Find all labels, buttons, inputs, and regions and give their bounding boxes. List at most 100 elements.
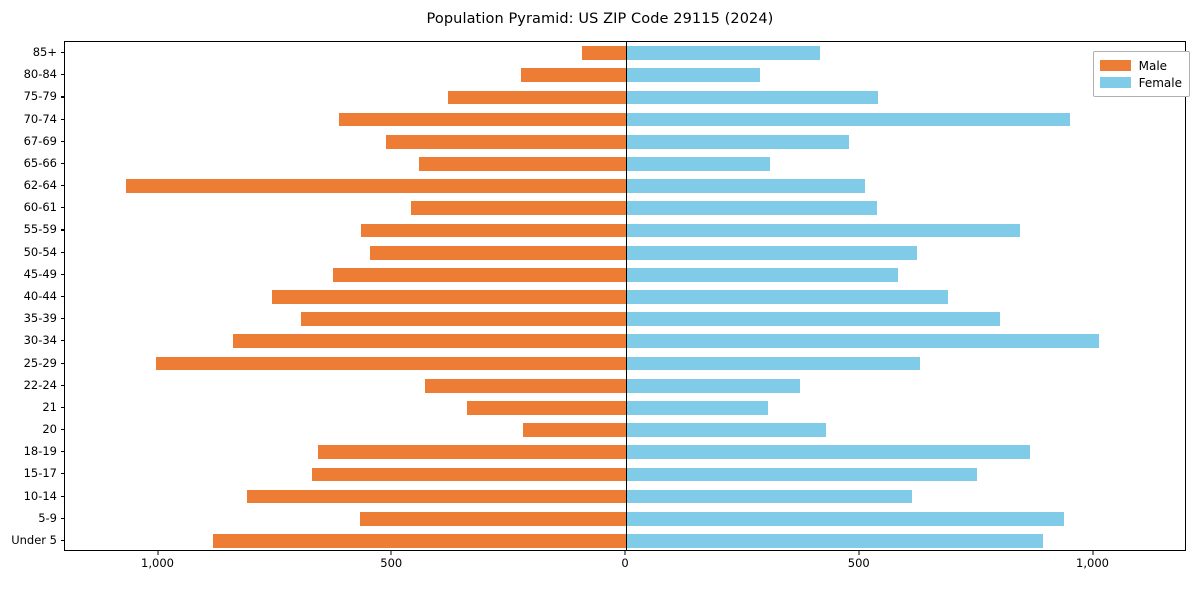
x-axis-tick-mark [858,551,860,555]
bar-female [626,134,849,149]
legend-entry[interactable]: Female [1099,74,1182,91]
legend-label: Female [1138,75,1182,90]
y-axis-tick-mark [60,229,64,231]
y-axis-tick-mark [60,118,64,120]
y-axis-tick-label: 18-19 [23,444,57,459]
bar-male [448,90,626,105]
x-axis-tick-labels: 1,000 500 0 500 1,000 [64,556,1186,576]
y-axis-tick-label: Under 5 [11,532,57,547]
bar-female [626,112,1070,127]
bar-female [626,534,1043,548]
age-group-row [65,179,1185,193]
y-axis-tick-label: 67-69 [23,133,57,148]
age-group-row [65,334,1185,349]
x-axis-tick-label: 500 [847,556,870,570]
y-axis-tick-mark [60,517,64,519]
y-axis-tick-mark [60,340,64,342]
y-axis-tick-label: 22-24 [23,377,57,392]
bar-female [626,511,1065,526]
y-axis-tick-label: 30-34 [23,333,57,348]
bar-male [411,201,626,216]
x-axis-tick-mark [157,551,159,555]
x-axis-tick-mark [390,551,392,555]
y-axis-tick-marks [60,41,65,551]
y-axis-tick-label: 10-14 [23,488,57,503]
age-group-row [65,46,1185,60]
bar-female [626,400,769,415]
y-axis-tick-mark [60,185,64,187]
bar-male [232,334,626,349]
x-axis-tick-mark [624,551,626,555]
age-group-row [65,445,1185,460]
age-group-row [65,511,1185,526]
age-group-row [65,290,1185,304]
x-axis-tick-label: 500 [380,556,403,570]
bar-male [370,245,626,260]
y-axis-tick-mark [60,362,64,364]
age-group-row [65,90,1185,105]
age-group-row [65,312,1185,327]
y-axis-tick-mark [60,451,64,453]
y-axis-tick-label: 50-54 [23,244,57,259]
y-axis-tick-label: 85+ [32,45,57,60]
y-axis-tick-label: 70-74 [23,111,57,126]
legend-label: Male [1138,58,1168,73]
y-axis-tick-label: 15-17 [23,466,57,481]
age-group-row [65,267,1185,282]
bar-female [626,157,770,171]
age-group-row [65,423,1185,437]
age-group-row [65,134,1185,149]
chart-legend[interactable]: Male Female [1092,51,1190,97]
bar-female [626,356,921,371]
y-axis-tick-label: 45-49 [23,266,57,281]
legend-entry[interactable]: Male [1099,57,1182,74]
bar-female [626,467,977,482]
age-group-row [65,223,1185,238]
bar-female [626,179,866,193]
y-axis-tick-label: 5-9 [38,510,57,525]
y-axis-tick-mark [60,473,64,475]
bar-female [626,334,1100,349]
y-axis-tick-label: 80-84 [23,67,57,82]
y-axis-tick-label: 21 [42,399,57,414]
bar-male [212,534,626,548]
bar-male [418,157,626,171]
bar-male [385,134,626,149]
y-axis-tick-label: 75-79 [23,89,57,104]
y-axis-tick-mark [60,296,64,298]
y-axis-tick-labels: 85+ 80-84 75-79 70-74 67-69 65-66 62-64 60-61 55… [0,41,57,551]
y-axis-tick-mark [60,207,64,209]
age-group-row [65,201,1185,216]
plot-area [64,41,1186,551]
bar-female [626,312,1001,327]
age-group-row [65,489,1185,504]
bar-female [626,489,913,504]
bar-male [155,356,626,371]
bar-female [626,223,1021,238]
y-axis-tick-mark [60,318,64,320]
age-group-row [65,68,1185,83]
y-axis-tick-mark [60,429,64,431]
age-group-row [65,400,1185,415]
legend-swatch-icon [1099,60,1131,71]
age-group-row [65,534,1185,548]
bar-male [338,112,626,127]
y-axis-tick-label: 35-39 [23,311,57,326]
x-axis-tick-label: 1,000 [1076,556,1109,570]
bar-female [626,445,1031,460]
chart-title: Population Pyramid: US ZIP Code 29115 (2… [426,11,774,27]
bar-male [247,489,626,504]
bars-layer [65,42,1185,550]
bar-male [360,223,626,238]
x-axis-tick-mark [1092,551,1094,555]
bar-male [312,467,626,482]
y-axis-tick-label: 55-59 [23,222,57,237]
y-axis-tick-label: 25-29 [23,355,57,370]
bar-male [317,445,626,460]
y-axis-tick-mark [60,273,64,275]
age-group-row [65,245,1185,260]
bar-female [626,46,820,60]
x-axis-tick-label: 1,000 [141,556,174,570]
legend-swatch-icon [1099,77,1131,88]
